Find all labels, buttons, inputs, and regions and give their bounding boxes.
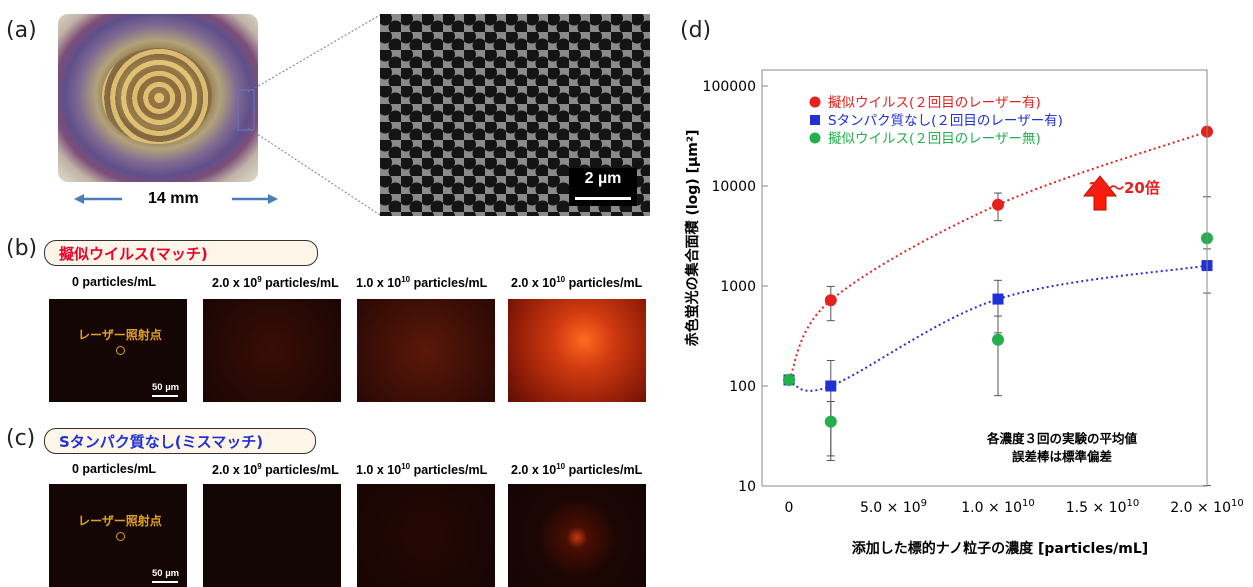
scale-bar-b: [152, 395, 178, 397]
fluorescence-image-c-1: [203, 484, 341, 587]
data-point-0: [992, 198, 1004, 211]
laser-point-marker-b: [116, 346, 125, 355]
panel-label-b: (b): [6, 236, 38, 261]
scale-bar-label-b: 50 µm: [152, 382, 180, 393]
fluorescence-image-b-2: [357, 299, 495, 402]
column-header-c-3: 2.0 x 1010 particles/mL: [511, 462, 643, 478]
trend-line-0: [788, 130, 1208, 381]
y-tick-label: 100: [729, 379, 756, 395]
fluorescence-image-c-2: [357, 484, 495, 587]
data-point-1: [992, 293, 1004, 305]
sem-scale-label: 2 µm: [584, 170, 622, 187]
column-header-0: 0 particles/mL: [72, 275, 157, 289]
column-header-3: 2.0 x 1010 particles/mL: [511, 275, 643, 291]
x-tick-label: 1.0 × 1010: [961, 498, 1034, 516]
wafer-photo: [58, 14, 258, 182]
column-header-c-0: 0 particles/mL: [72, 462, 157, 476]
panel-b-title: 擬似ウイルス(マッチ): [44, 240, 318, 266]
fluorescence-image-b-3: [508, 299, 646, 402]
panel-c-title: Sタンパク質なし(ミスマッチ): [44, 428, 316, 454]
laser-point-label-c: レーザー照射点: [78, 514, 162, 528]
note-line-1: 各濃度３回の実験の平均値: [986, 431, 1138, 446]
sem-image: [380, 14, 650, 216]
x-tick-label: 1.5 × 1010: [1066, 498, 1139, 516]
data-point-0: [824, 294, 837, 307]
y-axis-label: 赤色蛍光の集合面積 (log) [µm²]: [684, 130, 701, 347]
legend-marker-2: [809, 132, 821, 144]
note-line-2: 誤差棒は標準偏差: [1012, 449, 1112, 464]
increase-arrow: [1082, 175, 1118, 211]
legend-label-0: 擬似ウイルス(２回目のレーザー有): [828, 95, 1041, 111]
scale-bar-c: [152, 581, 178, 583]
scale-bar-label-c: 50 µm: [152, 568, 180, 579]
wafer-size-label: 14 mm: [148, 190, 199, 207]
y-tick-label: 100000: [703, 79, 756, 95]
y-tick-label: 10: [738, 479, 756, 495]
y-tick-label: 10000: [711, 179, 756, 195]
column-header-1: 2.0 x 109 particles/mL: [212, 275, 339, 291]
panel-label-a: (a): [6, 18, 37, 43]
panel-label-c: (c): [6, 426, 36, 451]
x-tick-label: 2.0 × 1010: [1170, 498, 1243, 516]
legend-label-2: 擬似ウイルス(２回目のレーザー無): [828, 131, 1041, 147]
plot-frame: [761, 69, 1208, 487]
fluorescence-image-c-3: [508, 484, 646, 587]
sem-scale-bar: 2 µm: [569, 168, 637, 206]
legend-marker-1: [810, 115, 820, 125]
trend-line-1: [788, 264, 1208, 392]
column-header-c-2: 1.0 x 1010 particles/mL: [356, 462, 488, 478]
panel-label-d: (d): [680, 18, 712, 43]
data-point-2: [992, 333, 1004, 346]
data-point-1: [825, 380, 837, 392]
y-tick-label: 1000: [720, 279, 756, 295]
zoom-guide-lines: [74, 14, 381, 216]
data-point-2: [783, 373, 795, 386]
legend-label-1: Sタンパク質なし(２回目のレーザー有): [828, 113, 1063, 129]
data-point-2: [824, 415, 837, 428]
column-header-c-1: 2.0 x 109 particles/mL: [212, 462, 339, 478]
column-header-2: 1.0 x 1010 particles/mL: [356, 275, 488, 291]
increase-label: 10～20倍: [1088, 179, 1160, 197]
x-tick-label: 0: [785, 500, 794, 516]
x-axis-label: 添加した標的ナノ粒子の濃度 [particles/mL]: [852, 540, 1148, 557]
laser-point-label-b: レーザー照射点: [78, 328, 162, 342]
x-tick-label: 5.0 × 109: [860, 498, 927, 516]
laser-point-marker-c: [116, 532, 125, 541]
legend-marker-0: [809, 96, 821, 108]
fluorescence-image-b-1: [203, 299, 341, 402]
